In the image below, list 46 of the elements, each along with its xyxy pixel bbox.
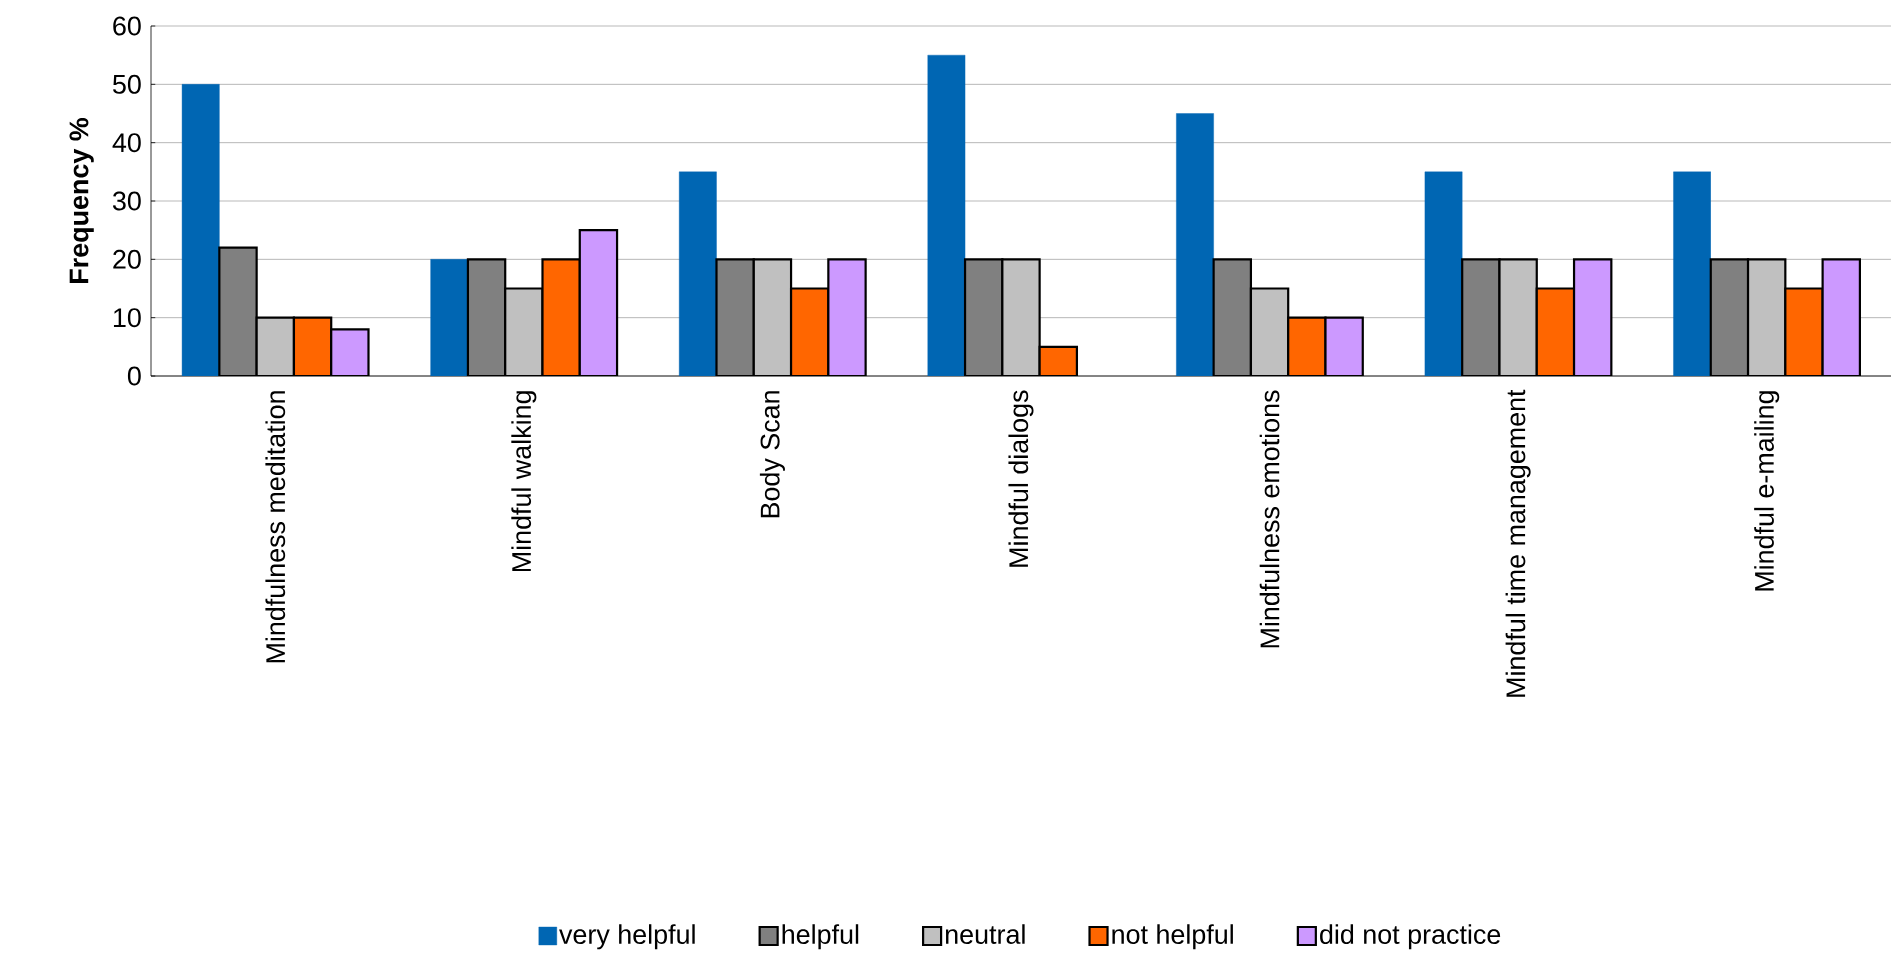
x-tick-label: Mindful time management bbox=[1505, 389, 1531, 697]
bar bbox=[1821, 258, 1861, 376]
y-tick-label: 10 bbox=[113, 308, 141, 328]
legend-label: very helpful bbox=[559, 924, 695, 950]
bar bbox=[1324, 316, 1364, 376]
bar bbox=[541, 258, 581, 376]
bar bbox=[1287, 316, 1327, 376]
bar bbox=[255, 316, 296, 376]
bar bbox=[963, 258, 1004, 376]
legend-label: not helpful bbox=[1112, 924, 1233, 950]
bar bbox=[330, 328, 370, 376]
bar bbox=[1249, 287, 1290, 376]
bar bbox=[1746, 258, 1787, 376]
y-tick-label: 60 bbox=[113, 16, 141, 36]
x-tick-label: Body Scan bbox=[759, 391, 785, 518]
bar bbox=[1709, 258, 1750, 376]
y-axis-title: Frequency % bbox=[69, 118, 94, 283]
bar bbox=[1461, 258, 1501, 376]
bar bbox=[466, 258, 507, 376]
x-tick-label: Mindful dialogs bbox=[1008, 390, 1034, 567]
bar bbox=[715, 258, 755, 376]
bar bbox=[752, 258, 793, 376]
bar bbox=[1001, 258, 1041, 376]
y-tick-label: 0 bbox=[127, 366, 141, 386]
x-tick-label: Mindful e-mailing bbox=[1754, 391, 1780, 591]
legend-label: helpful bbox=[782, 924, 859, 950]
bar bbox=[1535, 287, 1576, 376]
bar bbox=[827, 258, 867, 376]
bar bbox=[218, 246, 258, 376]
y-tick-label: 40 bbox=[112, 133, 141, 153]
legend-label: did not practice bbox=[1320, 924, 1501, 950]
bar bbox=[504, 287, 544, 376]
x-tick-label: Mindfulness meditation bbox=[265, 391, 286, 663]
bar bbox=[789, 287, 830, 376]
x-tick-label: Mindfulness emotions bbox=[1259, 390, 1280, 648]
bar bbox=[1498, 258, 1538, 376]
bar bbox=[1212, 258, 1253, 376]
x-tick-label: Mindful walking bbox=[511, 391, 537, 572]
bar bbox=[1572, 258, 1613, 376]
bar bbox=[578, 229, 619, 376]
y-tick-label: 50 bbox=[112, 74, 141, 94]
y-tick-label: 30 bbox=[112, 191, 141, 211]
y-tick-label: 20 bbox=[113, 249, 141, 269]
legend-label: neutral bbox=[945, 924, 1025, 944]
bar bbox=[1784, 287, 1824, 376]
bar bbox=[292, 316, 333, 376]
